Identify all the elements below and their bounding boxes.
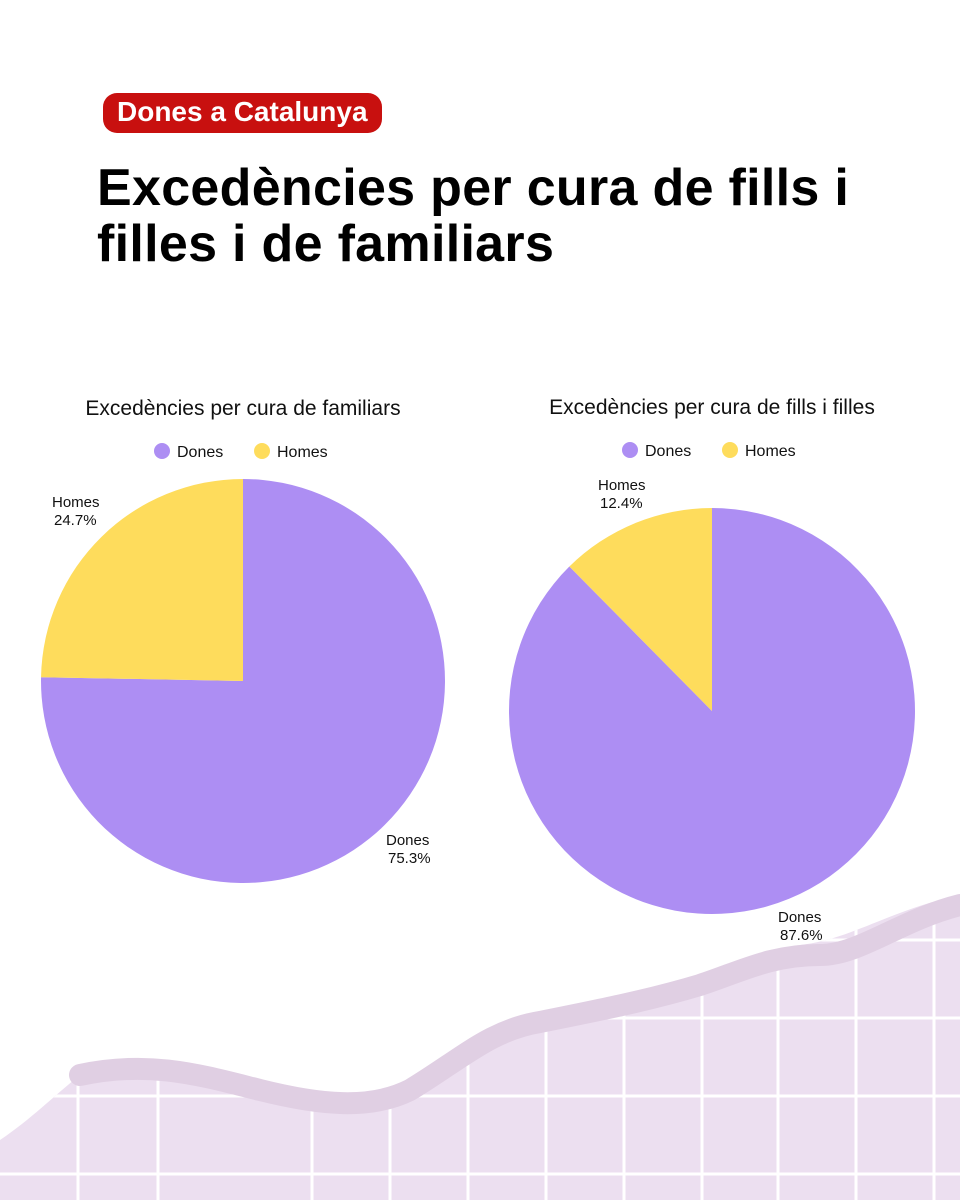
- legend-label-homes: Homes: [745, 443, 796, 460]
- pie-slice-dones: [508, 508, 915, 914]
- slice-value-homes: 12.4%: [600, 495, 643, 512]
- deco-band: [69, 894, 960, 1115]
- legend-label-homes: Homes: [277, 444, 328, 461]
- pie-slice-dones: [41, 479, 446, 883]
- slice-label-dones: Dones: [778, 909, 821, 926]
- slice-label-homes: Homes: [598, 477, 646, 494]
- slice-label-homes: Homes: [52, 494, 100, 511]
- legend-label-dones: Dones: [645, 443, 691, 460]
- pie-slice-homes: [569, 507, 712, 711]
- pie-slice-homes: [41, 479, 243, 681]
- slice-value-homes: 24.7%: [54, 512, 97, 529]
- slice-label-dones: Dones: [386, 832, 429, 849]
- slice-value-dones: 87.6%: [780, 927, 823, 944]
- legend-swatch-dones: [154, 443, 170, 459]
- legend-swatch-dones: [622, 442, 638, 458]
- chart-title: Excedències per cura de familiars: [85, 397, 400, 420]
- chart-title: Excedències per cura de fills i filles: [549, 396, 875, 419]
- legend-swatch-homes: [722, 442, 738, 458]
- legend-label-dones: Dones: [177, 444, 223, 461]
- page-title: Excedències per cura de fills i filles i…: [97, 159, 850, 273]
- section-tag: Dones a Catalunya: [103, 93, 382, 133]
- legend-swatch-homes: [254, 443, 270, 459]
- slice-value-dones: 75.3%: [388, 850, 431, 867]
